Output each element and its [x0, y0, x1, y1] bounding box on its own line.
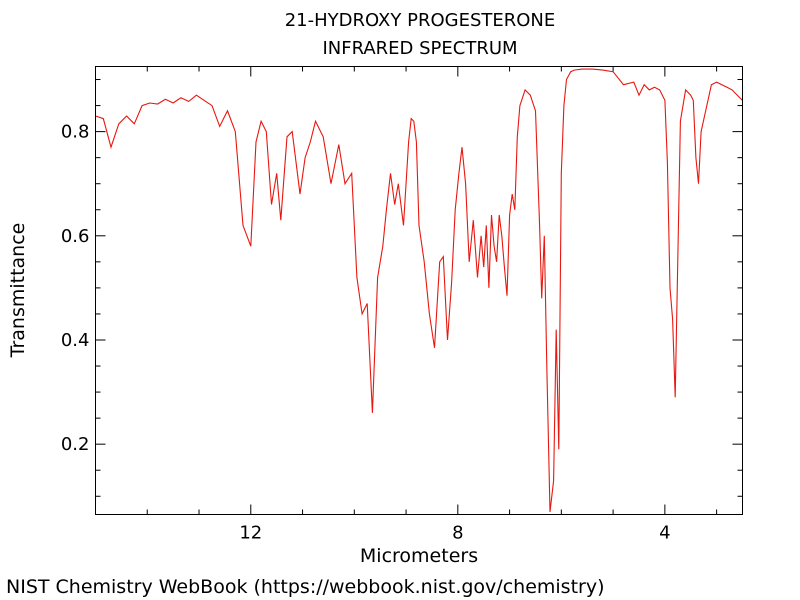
- x-tick-label: 12: [239, 523, 262, 544]
- spectrum-line: [95, 68, 743, 512]
- plot-frame: [95, 66, 743, 515]
- y-tick-label: 0.6: [61, 226, 90, 247]
- x-tick-label: 8: [452, 523, 463, 544]
- y-tick-label: 0.4: [61, 330, 90, 351]
- source-credit: NIST Chemistry WebBook (https://webbook.…: [6, 576, 605, 598]
- x-axis-label: Micrometers: [360, 545, 478, 567]
- x-tick-label: 4: [659, 523, 670, 544]
- y-axis-label: Transmittance: [7, 223, 29, 359]
- axis-ticks: [95, 66, 743, 515]
- tick-labels: 12 8 4 0.2 0.4 0.6 0.8: [61, 122, 671, 544]
- chart-subtitle: INFRARED SPECTRUM: [322, 38, 518, 59]
- y-tick-label: 0.2: [61, 434, 90, 455]
- chart-title: 21-HYDROXY PROGESTERONE: [284, 10, 556, 31]
- y-tick-label: 0.8: [61, 122, 90, 143]
